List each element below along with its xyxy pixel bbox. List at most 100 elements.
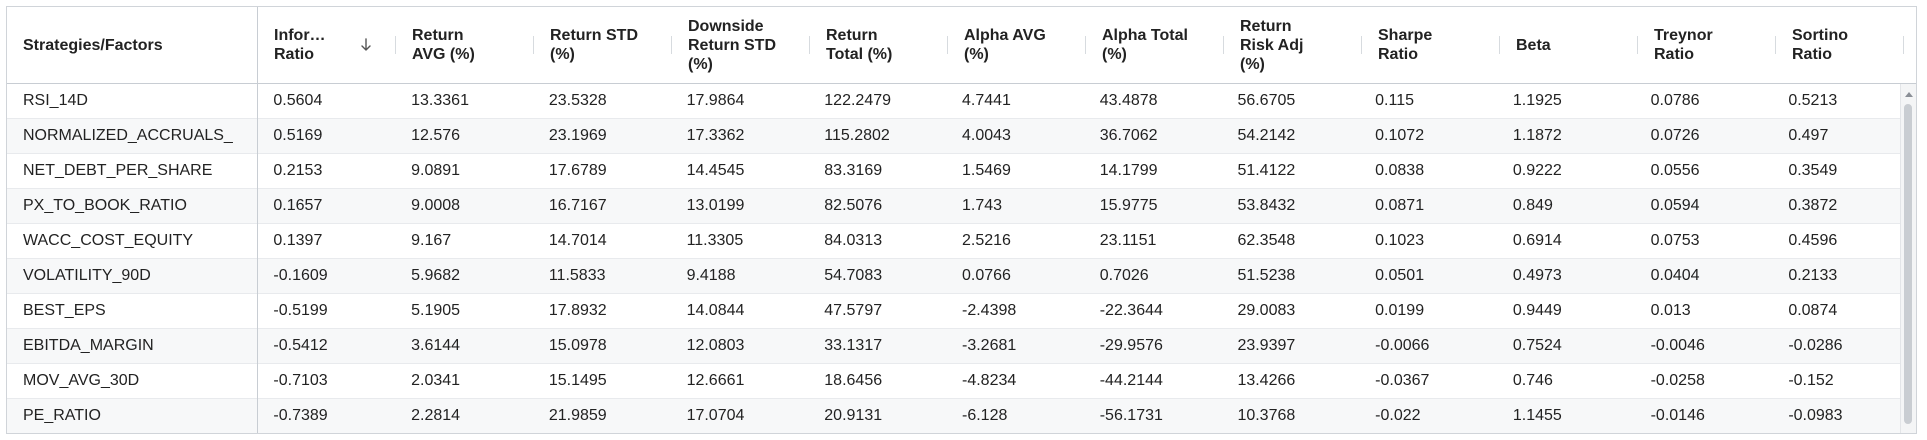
column-resize-handle[interactable] [1903,36,1904,54]
column-header-downside-std[interactable]: Downside Return STD (%) [672,7,810,83]
table-cell-alpha-avg: -3.2681 [962,337,1017,354]
table-cell-info-ratio: 0.5169 [273,127,323,144]
table-cell-sortino: 0.0874 [1788,302,1838,319]
table-cell-alpha-total: 43.4878 [1099,92,1158,109]
column-resize-handle[interactable] [1637,36,1638,54]
table-cell-treynor: 0.0726 [1650,127,1700,144]
column-header-return-risk-adj[interactable]: Return Risk Adj (%) [1224,7,1362,83]
column-header-treynor[interactable]: Treynor Ratio [1638,7,1776,83]
column-header-sharpe[interactable]: Sharpe Ratio [1362,7,1500,83]
table-cell-sortino: 0.4596 [1788,232,1838,249]
sort-descending-arrow-icon[interactable] [360,37,372,53]
column-header-alpha-total[interactable]: Alpha Total (%) [1086,7,1224,83]
grid-body: RSI_14D 0.5604 13.3361 23.5328 17.9864 122.24… [7,84,1900,433]
table-cell-sharpe: -0.0367 [1375,372,1430,389]
factor-name-cell: PE_RATIO [23,407,101,424]
factor-name-cell: NORMALIZED_ACCRUALS_ [23,127,233,144]
table-cell-return-avg: 5.9682 [411,267,461,284]
table-cell-return-risk-adj: 29.0083 [1237,302,1296,319]
column-header-label: Return STD (%) [550,27,638,63]
column-resize-handle[interactable] [533,36,534,54]
column-header-return-std[interactable]: Return STD (%) [534,7,672,83]
table-row[interactable]: WACC_COST_EQUITY 0.1397 9.167 14.7014 11.330… [7,224,1900,259]
table-cell-return-avg: 13.3361 [411,92,469,109]
table-cell-return-total: 54.7083 [824,267,883,284]
table-row[interactable]: NET_DEBT_PER_SHARE 0.2153 9.0891 17.6789 14.… [7,154,1900,189]
table-cell-treynor: 0.0594 [1650,197,1700,214]
column-header-label: Return AVG (%) [412,27,475,63]
table-cell-return-risk-adj: 23.9397 [1237,337,1296,354]
table-cell-info-ratio: -0.5412 [273,337,328,354]
table-cell-return-std: 23.5328 [548,92,607,109]
table-cell-alpha-avg: 4.7441 [962,92,1011,109]
table-cell-alpha-avg: 1.5469 [962,162,1011,179]
column-header-alpha-avg[interactable]: Alpha AVG (%) [948,7,1086,83]
column-header-beta[interactable]: Beta [1500,7,1638,83]
table-cell-beta: 0.6914 [1512,232,1562,249]
table-cell-sortino: 0.497 [1788,127,1829,144]
table-cell-return-std: 15.0978 [548,337,607,354]
table-cell-return-avg: 9.0891 [411,162,461,179]
table-cell-treynor: 0.013 [1650,302,1691,319]
table-cell-return-total: 84.0313 [824,232,883,249]
column-header-return-total[interactable]: Return Total (%) [810,7,948,83]
column-resize-handle[interactable] [947,36,948,54]
column-header-label: Return Risk Adj (%) [1240,17,1304,73]
table-cell-beta: 1.1455 [1512,407,1562,424]
column-resize-handle[interactable] [671,36,672,54]
column-resize-handle[interactable] [1085,36,1086,54]
scroll-up-arrow-icon[interactable] [1905,92,1913,97]
table-cell-alpha-avg: 0.0766 [962,267,1011,284]
table-cell-return-avg: 12.576 [411,127,461,144]
table-row[interactable]: MOV_AVG_30D -0.7103 2.0341 15.1495 12.6661 18… [7,364,1900,399]
table-row[interactable]: PE_RATIO -0.7389 2.2814 21.9859 17.0704 20.91… [7,399,1900,433]
table-row[interactable]: PX_TO_BOOK_RATIO 0.1657 9.0008 16.7167 13.01… [7,189,1900,224]
table-cell-treynor: 0.0556 [1650,162,1700,179]
column-header-return-avg[interactable]: Return AVG (%) [396,7,534,83]
table-cell-downside-std: 13.0199 [686,197,745,214]
table-cell-info-ratio: -0.7389 [273,407,328,424]
scrollbar-thumb[interactable] [1904,104,1912,424]
table-cell-downside-std: 9.4188 [686,267,736,284]
column-header-info-ratio[interactable]: Infor… Ratio [258,7,396,83]
table-cell-return-total: 20.9131 [824,407,883,424]
table-cell-beta: 0.9222 [1512,162,1562,179]
table-row[interactable]: BEST_EPS -0.5199 5.1905 17.8932 14.0844 47.57… [7,294,1900,329]
column-header-label: Sortino Ratio [1792,27,1848,63]
table-cell-sharpe: 0.115 [1375,92,1415,109]
column-header-label: Sharpe Ratio [1378,27,1433,63]
table-cell-return-total: 47.5797 [824,302,883,319]
table-cell-return-std: 15.1495 [548,372,607,389]
table-cell-alpha-total: -44.2144 [1099,372,1163,389]
table-cell-treynor: -0.0258 [1650,372,1705,389]
table-cell-return-risk-adj: 10.3768 [1237,407,1296,424]
table-cell-beta: 1.1872 [1512,127,1562,144]
column-resize-handle[interactable] [395,36,396,54]
table-cell-alpha-total: 36.7062 [1099,127,1158,144]
table-row[interactable]: RSI_14D 0.5604 13.3361 23.5328 17.9864 122.24… [7,84,1900,119]
column-resize-handle[interactable] [1361,36,1362,54]
column-header-label: Alpha Total (%) [1102,27,1188,63]
column-header-sortino[interactable]: Sortino Ratio [1776,7,1904,83]
table-cell-return-risk-adj: 56.6705 [1237,92,1296,109]
column-resize-handle[interactable] [809,36,810,54]
table-cell-return-std: 14.7014 [548,232,607,249]
factor-name-cell: RSI_14D [23,92,88,109]
table-row[interactable]: VOLATILITY_90D -0.1609 5.9682 11.5833 9.4188… [7,259,1900,294]
table-cell-sharpe: 0.0838 [1375,162,1425,179]
table-cell-return-avg: 2.0341 [411,372,461,389]
table-row[interactable]: NORMALIZED_ACCRUALS_ 0.5169 12.576 23.1969 1… [7,119,1900,154]
table-cell-info-ratio: -0.1609 [273,267,328,284]
table-cell-alpha-total: -22.3644 [1099,302,1163,319]
factor-name-cell: PX_TO_BOOK_RATIO [23,197,187,214]
table-cell-return-risk-adj: 51.5238 [1237,267,1296,284]
vertical-scrollbar[interactable] [1900,84,1916,433]
column-resize-handle[interactable] [1775,36,1776,54]
column-resize-handle[interactable] [1499,36,1500,54]
table-cell-alpha-total: 15.9775 [1099,197,1158,214]
column-resize-handle[interactable] [1223,36,1224,54]
column-header-name[interactable]: Strategies/Factors [7,7,258,83]
table-row[interactable]: EBITDA_MARGIN -0.5412 3.6144 15.0978 12.0803… [7,329,1900,364]
table-cell-downside-std: 17.3362 [686,127,745,144]
table-cell-treynor: 0.0753 [1650,232,1700,249]
